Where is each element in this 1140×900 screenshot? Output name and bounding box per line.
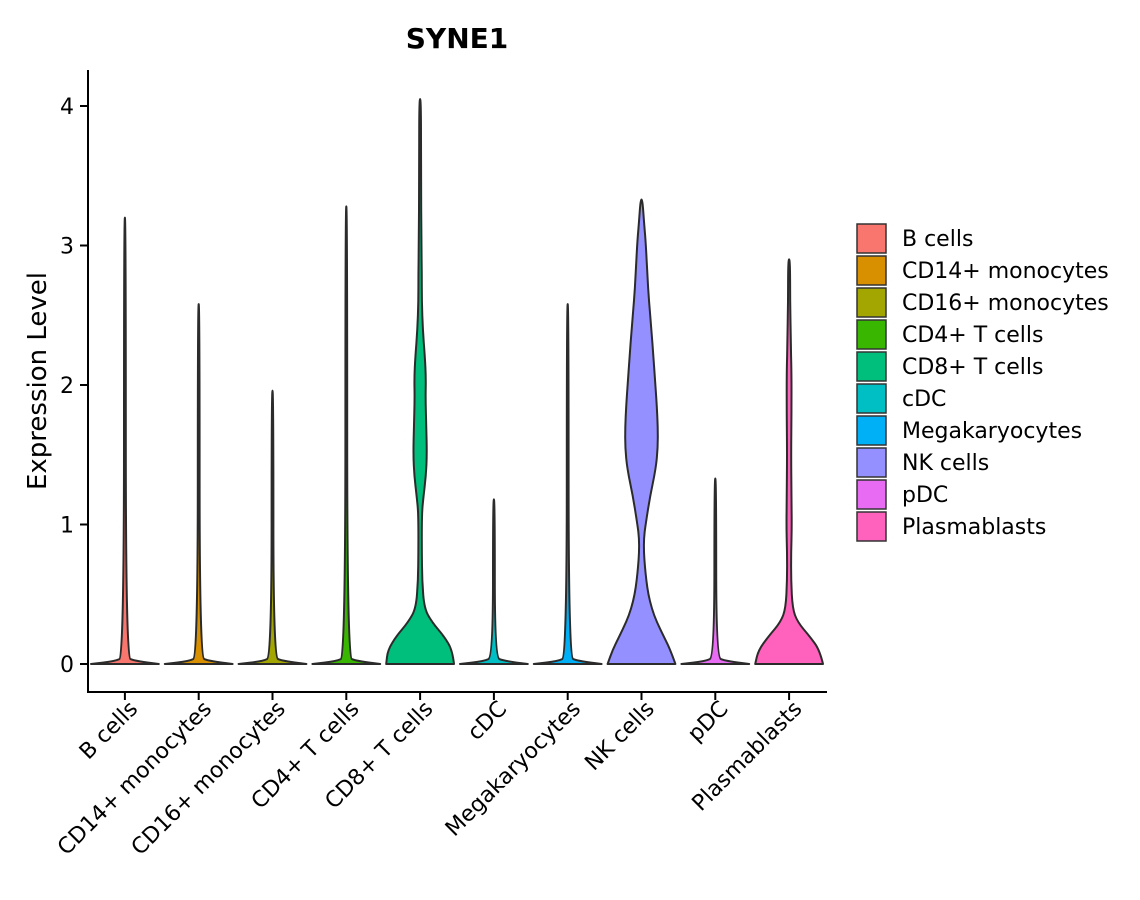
legend-key-cdc [856, 383, 887, 414]
legend-label-cd16-monocytes: CD16+ monocytes [902, 291, 1109, 316]
y-tick-label-4: 4 [60, 95, 74, 120]
legend-label-b-cells: B cells [902, 227, 973, 252]
y-axis-ticks: 0 1 2 3 4 [60, 95, 88, 678]
x-tick-label-pdc: pDC [683, 697, 733, 747]
legend-key-cd4-t-cells [856, 319, 887, 350]
violin-plasmablasts [754, 258, 824, 665]
legend-key-cd16-monocytes [856, 287, 887, 318]
legend-key-plasmablasts [856, 511, 887, 542]
violin-cd14-monocytes [163, 303, 234, 665]
legend-key-megakaryocytes [856, 415, 887, 446]
legend-key-b-cells [856, 223, 887, 254]
violin-cdc [459, 498, 529, 665]
violin-layer [90, 98, 824, 665]
y-axis-label: Expression Level [23, 272, 53, 490]
x-tick-label-megakaryocytes: Megakaryocytes [441, 697, 586, 842]
y-tick-label-1: 1 [60, 514, 74, 539]
legend-label-megakaryocytes: Megakaryocytes [902, 419, 1082, 444]
violin-nk-cells [606, 198, 677, 665]
violin-b-cells [90, 216, 160, 665]
y-tick-label-0: 0 [60, 653, 74, 678]
violin-cd16-monocytes [237, 389, 308, 665]
legend-label-pdc: pDC [902, 483, 948, 508]
legend-label-cd4-t-cells: CD4+ T cells [902, 323, 1043, 348]
legend-key-cd8-t-cells [856, 351, 887, 382]
legend-label-cdc: cDC [902, 387, 946, 412]
x-tick-label-cdc: cDC [463, 697, 512, 746]
legend-key-cd14-monocytes [856, 255, 887, 286]
legend-label-cd14-monocytes: CD14+ monocytes [902, 259, 1109, 284]
y-tick-label-3: 3 [60, 235, 74, 260]
legend-label-plasmablasts: Plasmablasts [902, 515, 1046, 540]
violin-megakaryocytes [532, 303, 603, 665]
x-tick-label-b-cells: B cells [75, 697, 143, 765]
legend-label-cd8-t-cells: CD8+ T cells [902, 355, 1043, 380]
legend-key-pdc [856, 479, 887, 510]
y-tick-label-2: 2 [60, 374, 74, 399]
x-tick-label-nk-cells: NK cells [580, 697, 659, 776]
chart-title: SYNE1 [406, 22, 508, 55]
legend-label-nk-cells: NK cells [902, 451, 989, 476]
violin-cd4-t-cells [311, 205, 382, 665]
violin-cd8-t-cells [385, 98, 455, 665]
violin-pdc [680, 477, 751, 665]
legend-key-nk-cells [856, 447, 887, 478]
legend: B cells CD14+ monocytes CD16+ monocytes CD4… [856, 223, 1109, 542]
